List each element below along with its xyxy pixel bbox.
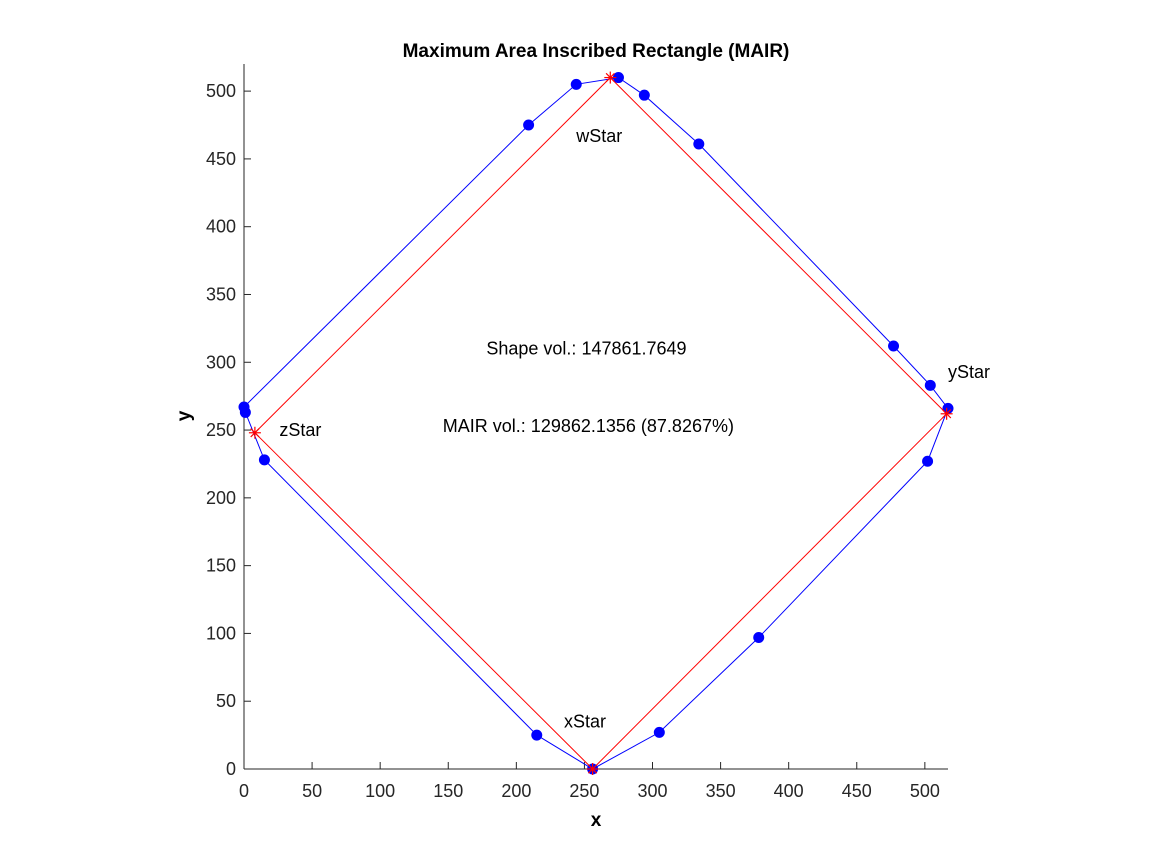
shape-point: [922, 455, 934, 467]
annotation-label: yStar: [948, 362, 990, 382]
x-tick-label: 50: [302, 781, 322, 801]
shape-point: [258, 454, 270, 466]
y-tick-label: 0: [226, 759, 236, 779]
shape-point: [693, 138, 705, 150]
shape-point: [753, 631, 765, 643]
chart-annotations: xStar yStar wStar zStar Shape vol.: 147861.7…: [279, 126, 990, 732]
y-tick-label: 250: [206, 420, 236, 440]
x-tick-label: 300: [637, 781, 667, 801]
x-axis-label: x: [591, 810, 602, 831]
y-tick-label: 350: [206, 284, 236, 304]
asterisk-stroke: [587, 764, 598, 774]
x-tick-label: 250: [569, 781, 599, 801]
mair-vertex: [586, 763, 599, 775]
y-tick-label: 100: [206, 623, 236, 643]
x-tick-label: 500: [910, 781, 940, 801]
y-axis-ticks: 0 50 100 150 200 250 300 350 400 450 500: [206, 81, 251, 779]
y-tick-label: 200: [206, 488, 236, 508]
annotation-label: wStar: [575, 126, 622, 146]
mair-vertex: [940, 407, 953, 420]
x-tick-label: 150: [433, 781, 463, 801]
shape-point: [531, 729, 543, 741]
series-markers: [238, 71, 954, 775]
annotation-label: Shape vol.: 147861.7649: [486, 339, 686, 359]
mair-vertex: [604, 71, 617, 84]
mair-vertex: [248, 426, 261, 439]
shape-point: [924, 379, 936, 391]
y-axis-label: y: [174, 410, 195, 421]
x-tick-label: 100: [365, 781, 395, 801]
y-tick-label: 450: [206, 149, 236, 169]
annotation-label: xStar: [564, 712, 606, 732]
annotation-label: MAIR vol.: 129862.1356 (87.8267%): [443, 416, 734, 436]
x-tick-label: 400: [774, 781, 804, 801]
asterisk-stroke: [250, 428, 260, 438]
shape-point: [523, 119, 535, 131]
x-tick-label: 350: [706, 781, 736, 801]
asterisk-stroke: [605, 72, 615, 83]
shape-point: [888, 340, 900, 352]
y-tick-label: 150: [206, 556, 236, 576]
chart-title: Maximum Area Inscribed Rectangle (MAIR): [403, 41, 790, 62]
shape-point: [570, 78, 582, 90]
asterisk-stroke: [942, 409, 952, 419]
x-axis-ticks: 0 50 100 150 200 250 300 350 400 450 500: [239, 762, 940, 801]
y-tick-label: 50: [216, 691, 236, 711]
shape-point: [653, 726, 665, 738]
y-tick-label: 300: [206, 352, 236, 372]
x-tick-label: 450: [842, 781, 872, 801]
shape-point: [638, 89, 650, 101]
x-tick-label: 0: [239, 781, 249, 801]
y-tick-label: 400: [206, 217, 236, 237]
x-tick-label: 200: [501, 781, 531, 801]
shape-point: [239, 406, 251, 418]
annotation-label: zStar: [279, 420, 321, 440]
y-tick-label: 500: [206, 81, 236, 101]
